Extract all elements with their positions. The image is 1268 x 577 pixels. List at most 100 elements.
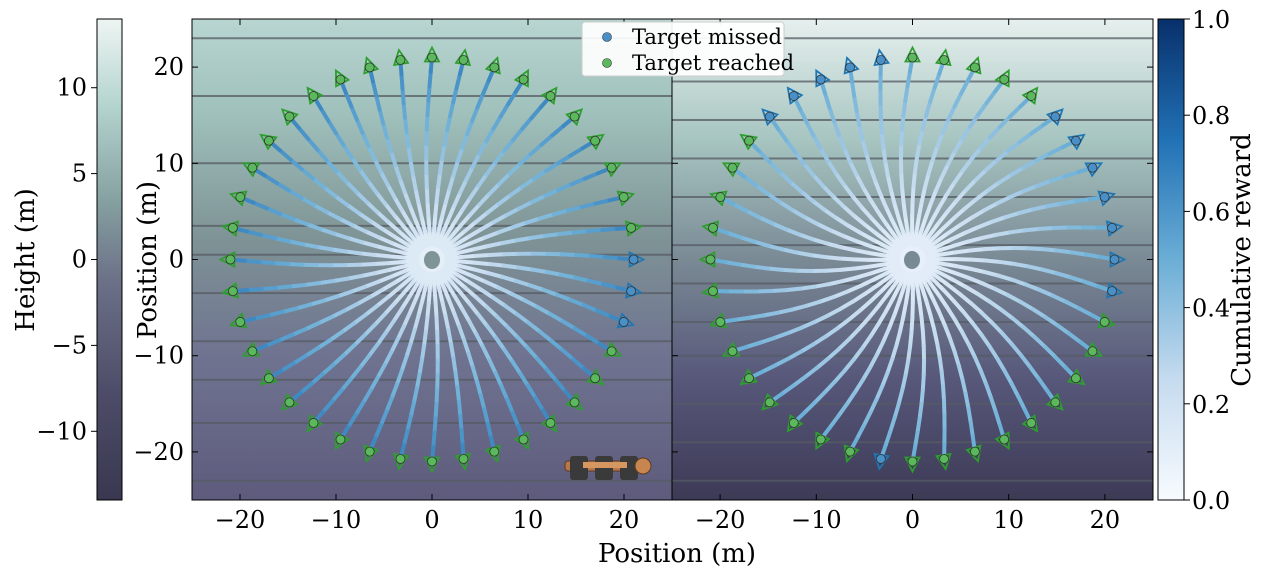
trajectory-segment bbox=[426, 84, 432, 103]
target-reached-point bbox=[264, 135, 274, 146]
trajectory-segment bbox=[264, 206, 283, 216]
target-reached-point bbox=[364, 446, 375, 457]
trajectory-segment bbox=[953, 264, 973, 271]
trajectory-segment bbox=[535, 356, 549, 372]
trajectory-segment bbox=[414, 232, 427, 250]
trajectory-segment bbox=[496, 225, 515, 235]
y-tick-label: 0 bbox=[169, 246, 184, 274]
trajectory-segment bbox=[860, 334, 873, 351]
trajectory-segment bbox=[376, 274, 395, 284]
trajectory-segment bbox=[339, 376, 354, 393]
trajectory-segment bbox=[407, 203, 418, 222]
trajectory-segment bbox=[501, 138, 515, 154]
trajectory-segment bbox=[967, 112, 981, 129]
trajectory-segment bbox=[945, 223, 962, 236]
target-reached-point bbox=[284, 111, 295, 122]
trajectory-segment bbox=[995, 356, 1007, 373]
trajectory-segment bbox=[858, 298, 874, 313]
trajectory-segment bbox=[587, 278, 606, 287]
trajectory-segment bbox=[544, 367, 558, 383]
trajectory-segment bbox=[766, 243, 785, 252]
left-targets bbox=[218, 45, 646, 474]
target-reached-point bbox=[708, 222, 718, 233]
trajectory-segment bbox=[932, 327, 940, 346]
trajectory-segment bbox=[483, 230, 501, 240]
trajectory-segment bbox=[975, 220, 994, 230]
trajectory-segment bbox=[392, 195, 404, 213]
trajectory-segment bbox=[458, 290, 472, 306]
height-cb-tick-label: −5 bbox=[52, 331, 87, 359]
trajectory-segment bbox=[760, 363, 778, 374]
trajectory-segment bbox=[452, 276, 468, 290]
trajectory-segment bbox=[951, 298, 966, 314]
trajectory-segment bbox=[391, 306, 404, 323]
trajectory-segment bbox=[921, 267, 936, 282]
trajectory-segment bbox=[433, 229, 441, 248]
trajectory-segment bbox=[463, 285, 478, 300]
trajectory-segment bbox=[941, 288, 956, 303]
trajectory-segment bbox=[493, 149, 506, 165]
trajectory-segment bbox=[405, 414, 413, 433]
trajectory-segment bbox=[296, 125, 311, 141]
trajectory-segment bbox=[413, 284, 424, 302]
reward-cb-tick-label: 0.2 bbox=[1192, 391, 1230, 419]
height-cb-tick-label: 5 bbox=[72, 160, 87, 188]
trajectory-segment bbox=[451, 159, 460, 178]
trajectory-segment bbox=[861, 185, 873, 202]
trajectory-segment bbox=[530, 267, 549, 275]
trajectory-segment bbox=[506, 89, 518, 107]
trajectory-segment bbox=[456, 240, 474, 251]
trajectory-segment bbox=[519, 176, 536, 190]
trajectory-segment bbox=[776, 307, 795, 315]
trajectory-segment bbox=[329, 308, 347, 319]
trajectory-segment bbox=[451, 86, 459, 105]
trajectory-segment bbox=[278, 211, 296, 222]
height-colorbar-ticks: −10 −5 0 5 10 bbox=[36, 74, 97, 445]
trajectory-segment bbox=[454, 72, 463, 91]
trajectory-segment bbox=[968, 266, 987, 274]
trajectory-segment bbox=[426, 286, 432, 305]
trajectory-segment bbox=[386, 254, 406, 260]
target-missed-point bbox=[1109, 254, 1120, 265]
trajectory-segment bbox=[401, 101, 408, 120]
trajectory-segment bbox=[838, 299, 855, 311]
trajectory-segment bbox=[444, 250, 463, 258]
trajectory-segment bbox=[382, 301, 397, 317]
trajectory-segment bbox=[565, 205, 584, 213]
trajectory-segment bbox=[423, 229, 431, 248]
trajectory-segment bbox=[451, 229, 467, 243]
trajectory-segment bbox=[915, 286, 922, 305]
target-reached-point bbox=[569, 111, 580, 122]
trajectory-segment bbox=[439, 201, 448, 220]
trajectory-segment bbox=[1073, 197, 1093, 204]
trajectory-segment bbox=[447, 173, 456, 192]
trajectory-segment bbox=[854, 423, 866, 441]
trajectory-segment bbox=[497, 171, 512, 186]
trajectory-segment bbox=[871, 271, 889, 282]
trajectory-segment bbox=[944, 180, 957, 198]
target-missed-point bbox=[1050, 111, 1061, 122]
trajectory-segment bbox=[374, 295, 391, 309]
reward-cb-tick-label: 0.6 bbox=[1192, 198, 1230, 226]
trajectory-segment bbox=[569, 176, 587, 187]
trajectory-segment bbox=[405, 242, 422, 255]
trajectory-segment bbox=[302, 281, 322, 287]
trajectory-segment bbox=[427, 271, 434, 291]
trajectory-segment bbox=[504, 206, 522, 218]
trajectory-segment bbox=[772, 331, 791, 340]
trajectory-segment bbox=[526, 383, 538, 401]
trajectory-segment bbox=[464, 164, 475, 182]
trajectory-segment bbox=[368, 287, 385, 299]
reward-cb-tick-label: 1.0 bbox=[1192, 6, 1230, 34]
trajectory-segment bbox=[905, 69, 912, 89]
trajectory-segment bbox=[997, 114, 1013, 129]
trajectory-segment bbox=[783, 227, 802, 237]
trajectory-segment bbox=[509, 291, 527, 303]
trajectory-segment bbox=[852, 213, 868, 228]
trajectory-segment bbox=[425, 300, 431, 320]
trajectory-segment bbox=[966, 406, 973, 425]
trajectory-segment bbox=[732, 315, 752, 322]
trajectory-segment bbox=[952, 270, 971, 280]
trajectory-segment bbox=[410, 172, 418, 192]
trajectory-segment bbox=[487, 181, 502, 197]
